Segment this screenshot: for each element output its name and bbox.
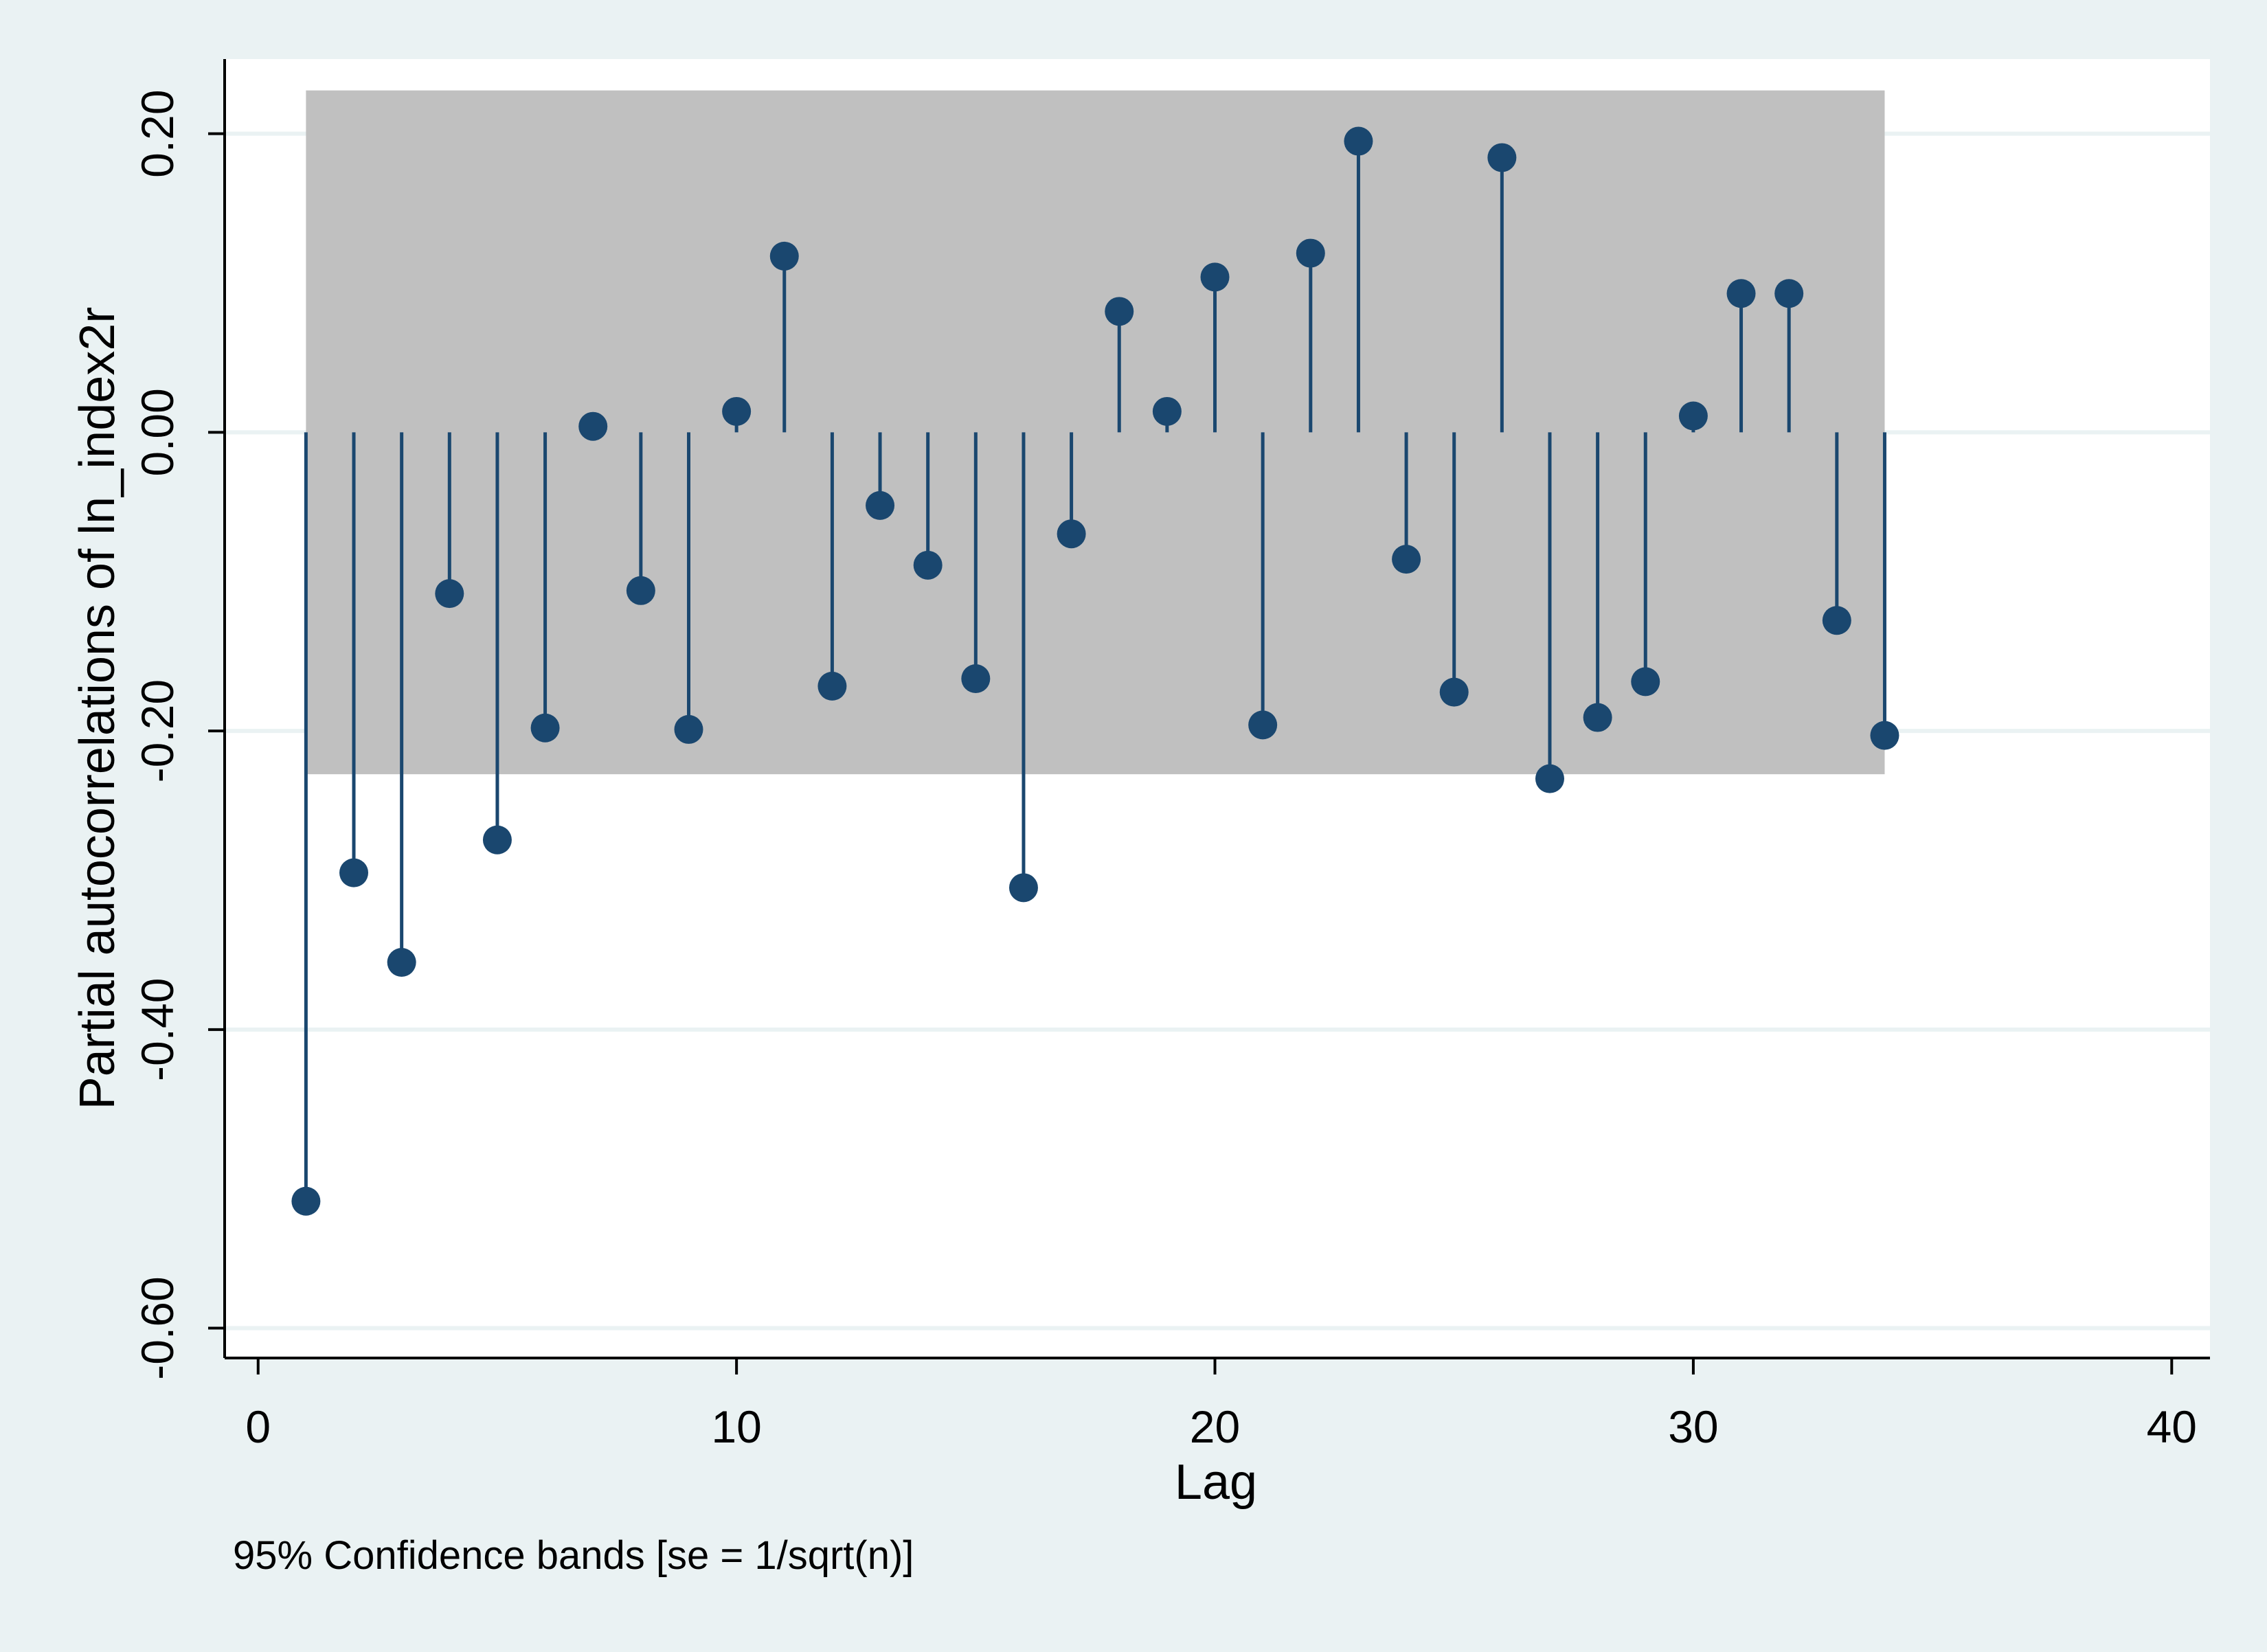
x-tick-label-2: 20 [1190, 1401, 1240, 1452]
point-lag-11 [769, 241, 799, 271]
point-lag-15 [961, 664, 991, 694]
point-lag-22 [1296, 238, 1325, 268]
x-axis-label: Lag [1175, 1455, 1257, 1510]
point-lag-9 [674, 714, 703, 744]
point-lag-20 [1200, 262, 1230, 292]
point-lag-7 [578, 411, 608, 441]
point-lag-32 [1774, 279, 1804, 308]
point-lag-31 [1726, 279, 1756, 308]
point-lag-18 [1105, 297, 1134, 326]
x-ticks: 0 10 20 30 40 [245, 1358, 2197, 1452]
point-lag-17 [1057, 519, 1086, 549]
point-lag-16 [1008, 873, 1038, 903]
y-tick-label-3: 0.00 [132, 388, 183, 476]
point-lag-3 [387, 948, 416, 977]
y-tick-label-4: 0.20 [132, 89, 183, 177]
point-lag-30 [1678, 401, 1708, 431]
x-tick-label-4: 40 [2147, 1401, 2197, 1452]
point-lag-28 [1583, 703, 1612, 732]
y-tick-label-0: -0.60 [132, 1276, 183, 1379]
stem-lines [304, 141, 1886, 1201]
point-lag-27 [1535, 764, 1564, 793]
point-lag-26 [1487, 143, 1517, 172]
y-axis-label: Partial autocorrelations of ln_index2r [70, 307, 125, 1110]
point-lag-21 [1248, 710, 1278, 740]
axes [223, 59, 2210, 1359]
point-lag-29 [1631, 667, 1660, 697]
point-lag-19 [1152, 396, 1182, 426]
data-points [291, 126, 1899, 1216]
point-lag-13 [866, 490, 895, 520]
x-tick-label-3: 30 [1668, 1401, 1718, 1452]
point-lag-23 [1344, 126, 1373, 156]
point-lag-33 [1822, 606, 1851, 635]
confidence-note: 95% Confidence bands [se = 1/sqrt(n)] [233, 1533, 914, 1578]
point-lag-5 [482, 825, 512, 855]
point-lag-24 [1392, 545, 1421, 574]
point-lag-34 [1870, 721, 1899, 750]
point-lag-14 [913, 550, 943, 580]
point-lag-2 [339, 858, 369, 887]
point-lag-6 [530, 713, 560, 743]
point-lag-10 [722, 396, 752, 426]
point-lag-1 [291, 1186, 321, 1216]
point-lag-4 [435, 579, 464, 609]
point-lag-8 [626, 576, 655, 605]
x-tick-label-1: 10 [711, 1401, 761, 1452]
point-lag-12 [817, 671, 847, 701]
y-ticks: -0.60 -0.40 -0.20 0.00 0.20 [132, 89, 225, 1380]
y-tick-label-1: -0.40 [132, 978, 183, 1081]
y-tick-label-2: -0.20 [132, 679, 183, 782]
x-tick-label-0: 0 [245, 1401, 271, 1452]
point-lag-25 [1439, 677, 1469, 707]
confidence-band [306, 90, 1885, 775]
